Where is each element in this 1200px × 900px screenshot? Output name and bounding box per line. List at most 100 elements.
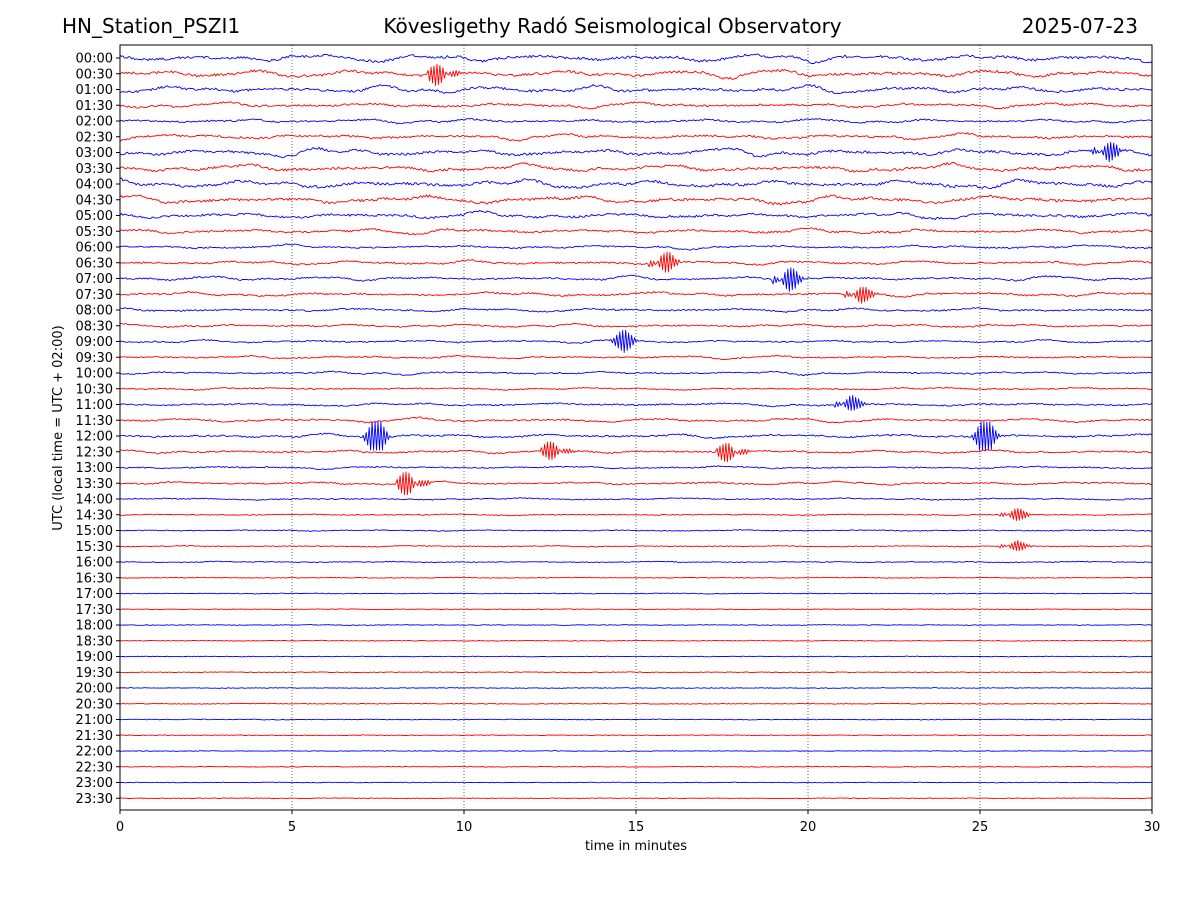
trace-0130: [119, 101, 1153, 110]
trace-1400: [120, 497, 1152, 501]
y-tick-label: 06:00: [76, 241, 113, 256]
y-tick-label: 01:00: [76, 83, 113, 98]
trace-2130: [119, 734, 1153, 737]
y-tick-label: 06:30: [76, 256, 113, 271]
grid-lines: [291, 45, 981, 810]
y-tick-label: 13:00: [76, 461, 113, 476]
y-tick-label: 20:00: [76, 682, 113, 697]
traces: [119, 53, 1153, 800]
y-tick-label: 03:30: [76, 162, 113, 177]
y-tick-label: 19:00: [76, 650, 113, 665]
trace-1230: [119, 441, 1153, 463]
y-axis-label: UTC (local time = UTC + 02:00): [51, 325, 66, 530]
trace-1730: [119, 608, 1153, 611]
y-tick-label: 12:00: [76, 430, 113, 445]
y-tick-label: 11:30: [76, 414, 113, 429]
y-tick-label: 01:30: [76, 99, 113, 114]
y-tick-label: 07:00: [76, 272, 113, 287]
y-tick-label: 00:30: [76, 67, 113, 82]
trace-1130: [119, 416, 1153, 424]
y-tick-label: 16:30: [76, 571, 113, 586]
trace-1830: [119, 639, 1153, 642]
trace-1500: [119, 529, 1153, 532]
trace-1330: [119, 471, 1153, 496]
x-tick-label: 30: [1144, 820, 1161, 835]
trace-0530: [119, 227, 1152, 236]
trace-1930: [119, 671, 1153, 674]
trace-0330: [119, 162, 1153, 173]
y-tick-label: 15:30: [76, 540, 113, 555]
y-tick-label: 04:00: [76, 178, 113, 193]
trace-0800: [120, 307, 1153, 313]
y-tick-label: 00:00: [76, 52, 113, 67]
trace-1100: [119, 395, 1153, 411]
trace-1530: [119, 540, 1153, 552]
trace-0200: [119, 117, 1153, 125]
trace-1800: [119, 624, 1153, 626]
y-tick-label: 14:00: [76, 493, 113, 508]
y-tick-label: 09:00: [76, 335, 113, 350]
y-tick-label: 17:00: [76, 587, 113, 602]
y-tick-label: 19:30: [76, 666, 113, 681]
y-tick-label: 09:30: [76, 351, 113, 366]
trace-0500: [119, 209, 1153, 221]
y-tick-label: 08:30: [76, 319, 113, 334]
trace-1630: [119, 576, 1153, 579]
y-tick-label: 17:30: [76, 603, 113, 618]
trace-1030: [119, 386, 1153, 391]
trace-0000: [119, 53, 1153, 64]
trace-0600: [119, 243, 1153, 251]
y-ticks: 00:0000:3001:0001:3002:0002:3003:0003:30…: [76, 52, 120, 807]
trace-0030: [119, 63, 1153, 86]
trace-2200: [119, 750, 1153, 752]
x-tick-label: 0: [116, 820, 124, 835]
trace-0730: [119, 286, 1153, 304]
x-axis-label: time in minutes: [585, 839, 687, 854]
y-tick-label: 12:30: [76, 445, 113, 460]
y-tick-label: 02:30: [76, 130, 113, 145]
trace-2030: [119, 702, 1153, 705]
trace-1000: [119, 370, 1152, 376]
trace-2230: [120, 765, 1153, 768]
trace-1430: [119, 507, 1153, 522]
x-ticks: 0 5 10 15 20 25 30: [116, 810, 1160, 835]
x-tick-label: 15: [628, 820, 645, 835]
y-tick-label: 07:30: [76, 288, 113, 303]
trace-0300: [119, 141, 1153, 163]
x-tick-label: 20: [800, 820, 817, 835]
y-tick-label: 08:00: [76, 304, 113, 319]
y-tick-label: 22:00: [76, 745, 113, 760]
trace-0700: [119, 267, 1153, 292]
trace-2300: [120, 781, 1153, 784]
y-tick-label: 10:30: [76, 382, 113, 397]
y-tick-label: 20:30: [76, 697, 113, 712]
y-tick-label: 21:30: [76, 729, 113, 744]
y-tick-label: 16:00: [76, 556, 113, 571]
trace-0430: [119, 194, 1153, 206]
trace-2100: [119, 718, 1153, 721]
trace-1600: [119, 560, 1153, 564]
x-tick-label: 10: [456, 820, 473, 835]
trace-0900: [119, 329, 1153, 353]
y-tick-label: 23:30: [76, 792, 113, 807]
station-title: HN_Station_PSZI1: [62, 14, 241, 38]
y-tick-label: 13:30: [76, 477, 113, 492]
x-tick-label: 5: [288, 820, 296, 835]
trace-0100: [119, 84, 1153, 95]
trace-1300: [119, 465, 1153, 471]
y-tick-label: 03:00: [76, 146, 113, 161]
y-tick-label: 18:30: [76, 634, 113, 649]
y-tick-label: 15:00: [76, 524, 113, 539]
trace-1200: [119, 421, 1153, 451]
y-tick-label: 11:00: [76, 398, 113, 413]
trace-0830: [119, 322, 1153, 329]
y-tick-label: 18:00: [76, 619, 113, 634]
y-tick-label: 14:30: [76, 508, 113, 523]
y-tick-label: 05:00: [76, 209, 113, 224]
trace-0630: [119, 251, 1153, 273]
y-tick-label: 21:00: [76, 713, 113, 728]
trace-2000: [119, 687, 1152, 689]
trace-0230: [119, 132, 1153, 142]
y-tick-label: 04:30: [76, 193, 113, 208]
